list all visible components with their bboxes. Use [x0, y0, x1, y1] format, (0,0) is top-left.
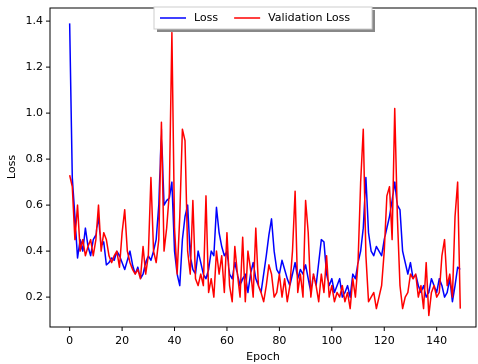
x-tick-label: 40	[168, 334, 182, 347]
y-tick-label: 0.8	[26, 152, 44, 165]
y-tick-label: 1.4	[26, 14, 44, 27]
legend-label: Loss	[194, 11, 218, 24]
y-tick-label: 0.4	[26, 244, 44, 257]
x-tick-label: 140	[426, 334, 447, 347]
x-tick-label: 60	[220, 334, 234, 347]
series-line	[68, 23, 461, 303]
x-tick-label: 120	[374, 334, 395, 347]
x-axis-label: Epoch	[246, 350, 280, 363]
y-tick-label: 0.2	[26, 290, 44, 303]
x-tick-label: 80	[272, 334, 286, 347]
y-axis-label: Loss	[5, 155, 18, 179]
x-tick-label: 20	[115, 334, 129, 347]
x-tick-label: 0	[66, 334, 73, 347]
y-tick-label: 1.0	[26, 106, 44, 119]
x-tick-label: 100	[321, 334, 342, 347]
y-tick-label: 1.2	[26, 60, 44, 73]
y-tick-label: 0.6	[26, 198, 44, 211]
series-line	[68, 31, 462, 317]
legend-box	[153, 6, 373, 30]
legend-label: Validation Loss	[268, 11, 350, 24]
